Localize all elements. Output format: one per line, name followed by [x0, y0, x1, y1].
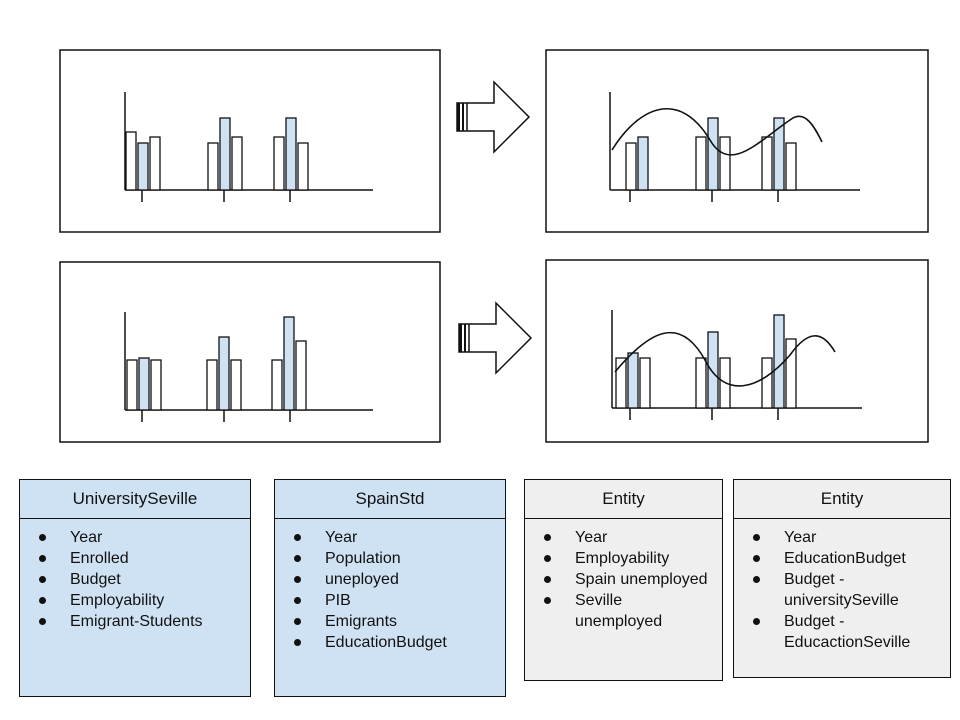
bar [761, 136, 773, 191]
bar [218, 336, 230, 411]
bar [615, 357, 627, 409]
panel-frame [59, 49, 441, 233]
arrow-icon [456, 80, 531, 154]
bar [126, 359, 138, 411]
chart-panel-bottom-left [59, 261, 441, 443]
entity-box-entity-employability: Entity Year Employability Spain unemployed… [524, 479, 723, 681]
bar [773, 314, 785, 409]
chart-panel-bottom-right [545, 259, 929, 443]
entity-attribute: Year [294, 527, 495, 548]
entity-attribute: Seville unemployed [544, 590, 712, 632]
entity-attribute: EducationBudget [753, 548, 940, 569]
bar [219, 117, 231, 191]
bar [273, 136, 285, 191]
entity-title: Entity [525, 480, 722, 519]
entity-attribute-list: Year Population uneployed PIB Emigrants Educa… [275, 519, 505, 653]
entity-attribute: Year [39, 527, 240, 548]
bar [137, 142, 149, 191]
entity-attribute: EducationBudget [294, 632, 495, 653]
entity-attribute: Year [544, 527, 712, 548]
entity-attribute-list: Year EducationBudget Budget - universitySe… [734, 519, 950, 653]
bar [627, 352, 639, 409]
bar [138, 357, 150, 411]
entity-box-university-seville: UniversitySeville Year Enrolled Budget Empl… [19, 479, 251, 697]
entity-title: UniversitySeville [20, 480, 250, 519]
panel-frame [59, 261, 441, 443]
arrow-icon [458, 301, 533, 375]
entity-attribute: Budget - universitySeville [753, 569, 940, 611]
bar [295, 340, 307, 411]
bar [150, 359, 162, 411]
entity-title: Entity [734, 480, 950, 519]
bar [695, 357, 707, 409]
bar [695, 136, 707, 191]
panel-frame [545, 259, 929, 443]
entity-attribute: Year [753, 527, 940, 548]
bar [297, 142, 309, 191]
entity-attribute-list: Year Enrolled Budget Employability Emigrant-… [20, 519, 250, 632]
bar [773, 117, 785, 191]
panel-frame [545, 49, 929, 233]
bar [149, 136, 161, 191]
bar [206, 359, 218, 411]
chart-transformation-diagram [59, 49, 929, 443]
trend-curve [614, 331, 836, 387]
chart-panel-top-right [545, 49, 929, 233]
chart-panel-top-left [59, 49, 441, 233]
bar [761, 357, 773, 409]
entity-attribute: Employability [544, 548, 712, 569]
entity-title: SpainStd [275, 480, 505, 519]
bar [639, 357, 651, 409]
entity-attribute: Population [294, 548, 495, 569]
entity-attribute: uneployed [294, 569, 495, 590]
bar [283, 316, 295, 411]
trend-curve [611, 108, 823, 156]
bar [719, 136, 731, 191]
entity-attribute-list: Year Employability Spain unemployed Seville… [525, 519, 722, 632]
entity-attribute: Budget [39, 569, 240, 590]
entity-attribute: Emigrant-Students [39, 611, 240, 632]
bar [707, 331, 719, 409]
bar [785, 338, 797, 409]
bar [231, 136, 243, 191]
bar [230, 359, 242, 411]
entity-attribute: Spain unemployed [544, 569, 712, 590]
bar [125, 131, 137, 191]
bar [625, 142, 637, 191]
bar [707, 117, 719, 191]
entity-attribute: Budget - EducactionSeville [753, 611, 940, 653]
entity-box-spain-std: SpainStd Year Population uneployed PIB Emigr… [274, 479, 506, 697]
bar [785, 142, 797, 191]
entity-attribute: Emigrants [294, 611, 495, 632]
bar [271, 359, 283, 411]
bar [207, 142, 219, 191]
entity-attribute: PIB [294, 590, 495, 611]
entity-attribute: Enrolled [39, 548, 240, 569]
bar [637, 136, 649, 191]
entity-attribute: Employability [39, 590, 240, 611]
entity-box-entity-budget: Entity Year EducationBudget Budget - unive… [733, 479, 951, 678]
bar [285, 117, 297, 191]
